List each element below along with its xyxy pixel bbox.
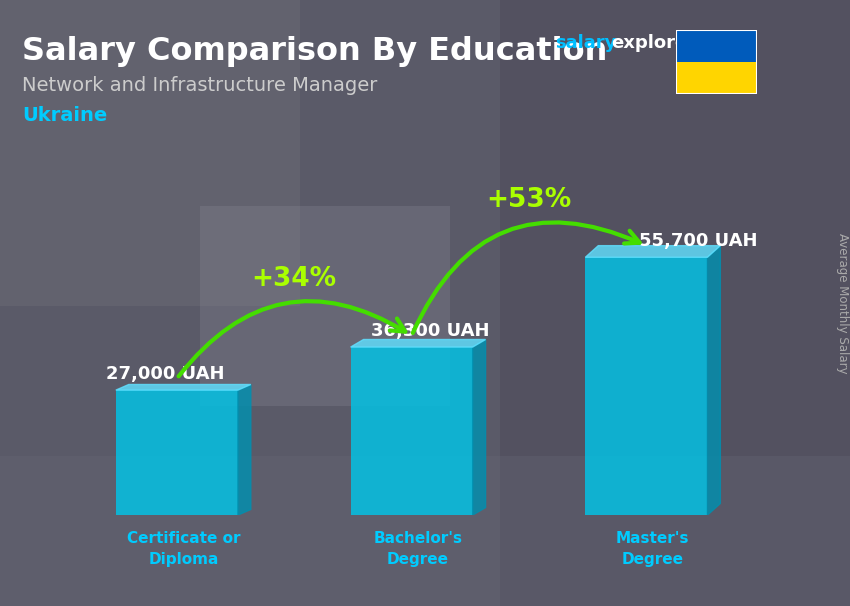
- Bar: [200, 206, 450, 406]
- Polygon shape: [473, 339, 485, 515]
- Text: 36,300 UAH: 36,300 UAH: [371, 322, 490, 340]
- Bar: [116, 390, 238, 515]
- Text: 27,000 UAH: 27,000 UAH: [106, 365, 225, 383]
- Text: Certificate or
Diploma: Certificate or Diploma: [127, 531, 240, 567]
- Text: Salary Comparison By Education: Salary Comparison By Education: [22, 36, 608, 67]
- Text: Bachelor's
Degree: Bachelor's Degree: [374, 531, 462, 567]
- Text: Network and Infrastructure Manager: Network and Infrastructure Manager: [22, 76, 377, 95]
- Text: salary: salary: [555, 34, 616, 52]
- Bar: [586, 258, 707, 515]
- Bar: [0, 0, 300, 306]
- Polygon shape: [350, 339, 485, 347]
- Bar: [676, 30, 756, 62]
- Text: Average Monthly Salary: Average Monthly Salary: [836, 233, 849, 373]
- Bar: [676, 62, 756, 94]
- Polygon shape: [707, 245, 720, 515]
- Text: Master's
Degree: Master's Degree: [616, 531, 689, 567]
- Text: explorer: explorer: [611, 34, 696, 52]
- Text: Ukraine: Ukraine: [22, 106, 107, 125]
- Bar: [0, 456, 850, 606]
- Text: +53%: +53%: [486, 187, 572, 213]
- Bar: [500, 0, 850, 606]
- Polygon shape: [586, 245, 720, 258]
- Text: .com: .com: [679, 34, 728, 52]
- Polygon shape: [238, 384, 251, 515]
- Polygon shape: [116, 384, 251, 390]
- Text: +34%: +34%: [252, 266, 337, 292]
- Bar: [350, 347, 473, 515]
- Text: 55,700 UAH: 55,700 UAH: [639, 232, 757, 250]
